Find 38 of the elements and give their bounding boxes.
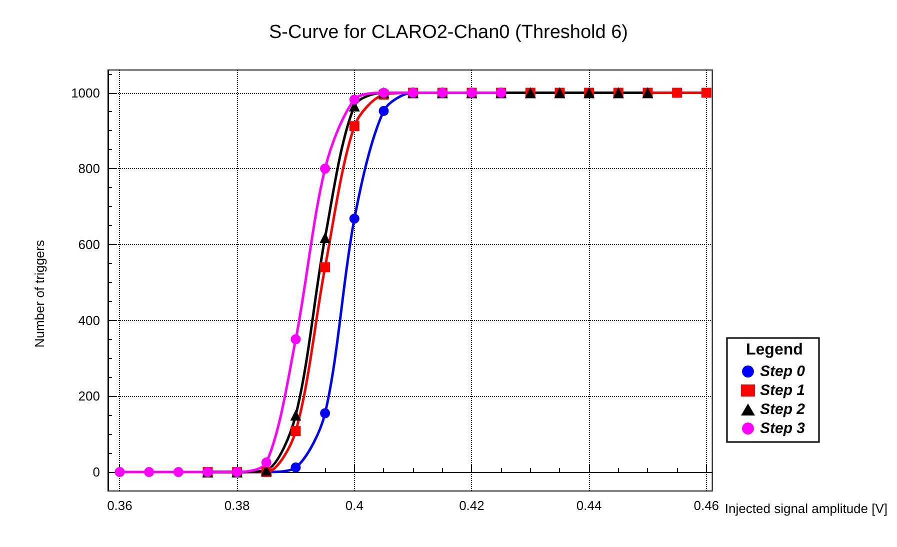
legend-label: Step 3 (760, 420, 806, 437)
x-tick-label: 0.36 (107, 498, 132, 513)
y-tick-label: 200 (78, 388, 100, 404)
y-tick-label: 400 (78, 312, 100, 328)
point (320, 164, 330, 174)
point (173, 467, 184, 478)
point (349, 121, 360, 132)
point (290, 410, 302, 421)
point (320, 232, 331, 244)
point (349, 94, 360, 105)
legend-title: Legend (746, 342, 803, 358)
y-tick-label: 600 (78, 236, 100, 252)
x-axis-title: Injected signal amplitude [V] (724, 501, 888, 516)
x-tick-label: 0.44 (576, 498, 602, 513)
y-tick-label: 800 (78, 161, 100, 176)
point (114, 467, 125, 478)
x-tick-label: 0.38 (224, 498, 250, 513)
y-axis-title: Number of triggers (32, 240, 47, 348)
point (261, 458, 272, 468)
point (290, 462, 301, 472)
y-tick-label: 1000 (71, 85, 100, 100)
point (349, 214, 360, 224)
x-tick-label: 0.46 (694, 498, 720, 513)
point (701, 88, 712, 98)
x-tick-label: 0.42 (459, 498, 484, 513)
point (290, 426, 301, 436)
y-tick-label: 0 (92, 464, 100, 480)
chart-title: S-Curve for CLARO2-Chan0 (Threshold 6) (268, 22, 628, 43)
point (290, 334, 301, 344)
point (672, 88, 682, 98)
legend-label: Step 1 (760, 382, 805, 399)
legend-label: Step 0 (760, 363, 806, 380)
point (320, 262, 330, 272)
point (144, 467, 154, 478)
legend-label: Step 2 (760, 401, 806, 418)
point (378, 106, 389, 116)
point (320, 408, 330, 418)
x-tick-label: 0.4 (345, 498, 364, 513)
